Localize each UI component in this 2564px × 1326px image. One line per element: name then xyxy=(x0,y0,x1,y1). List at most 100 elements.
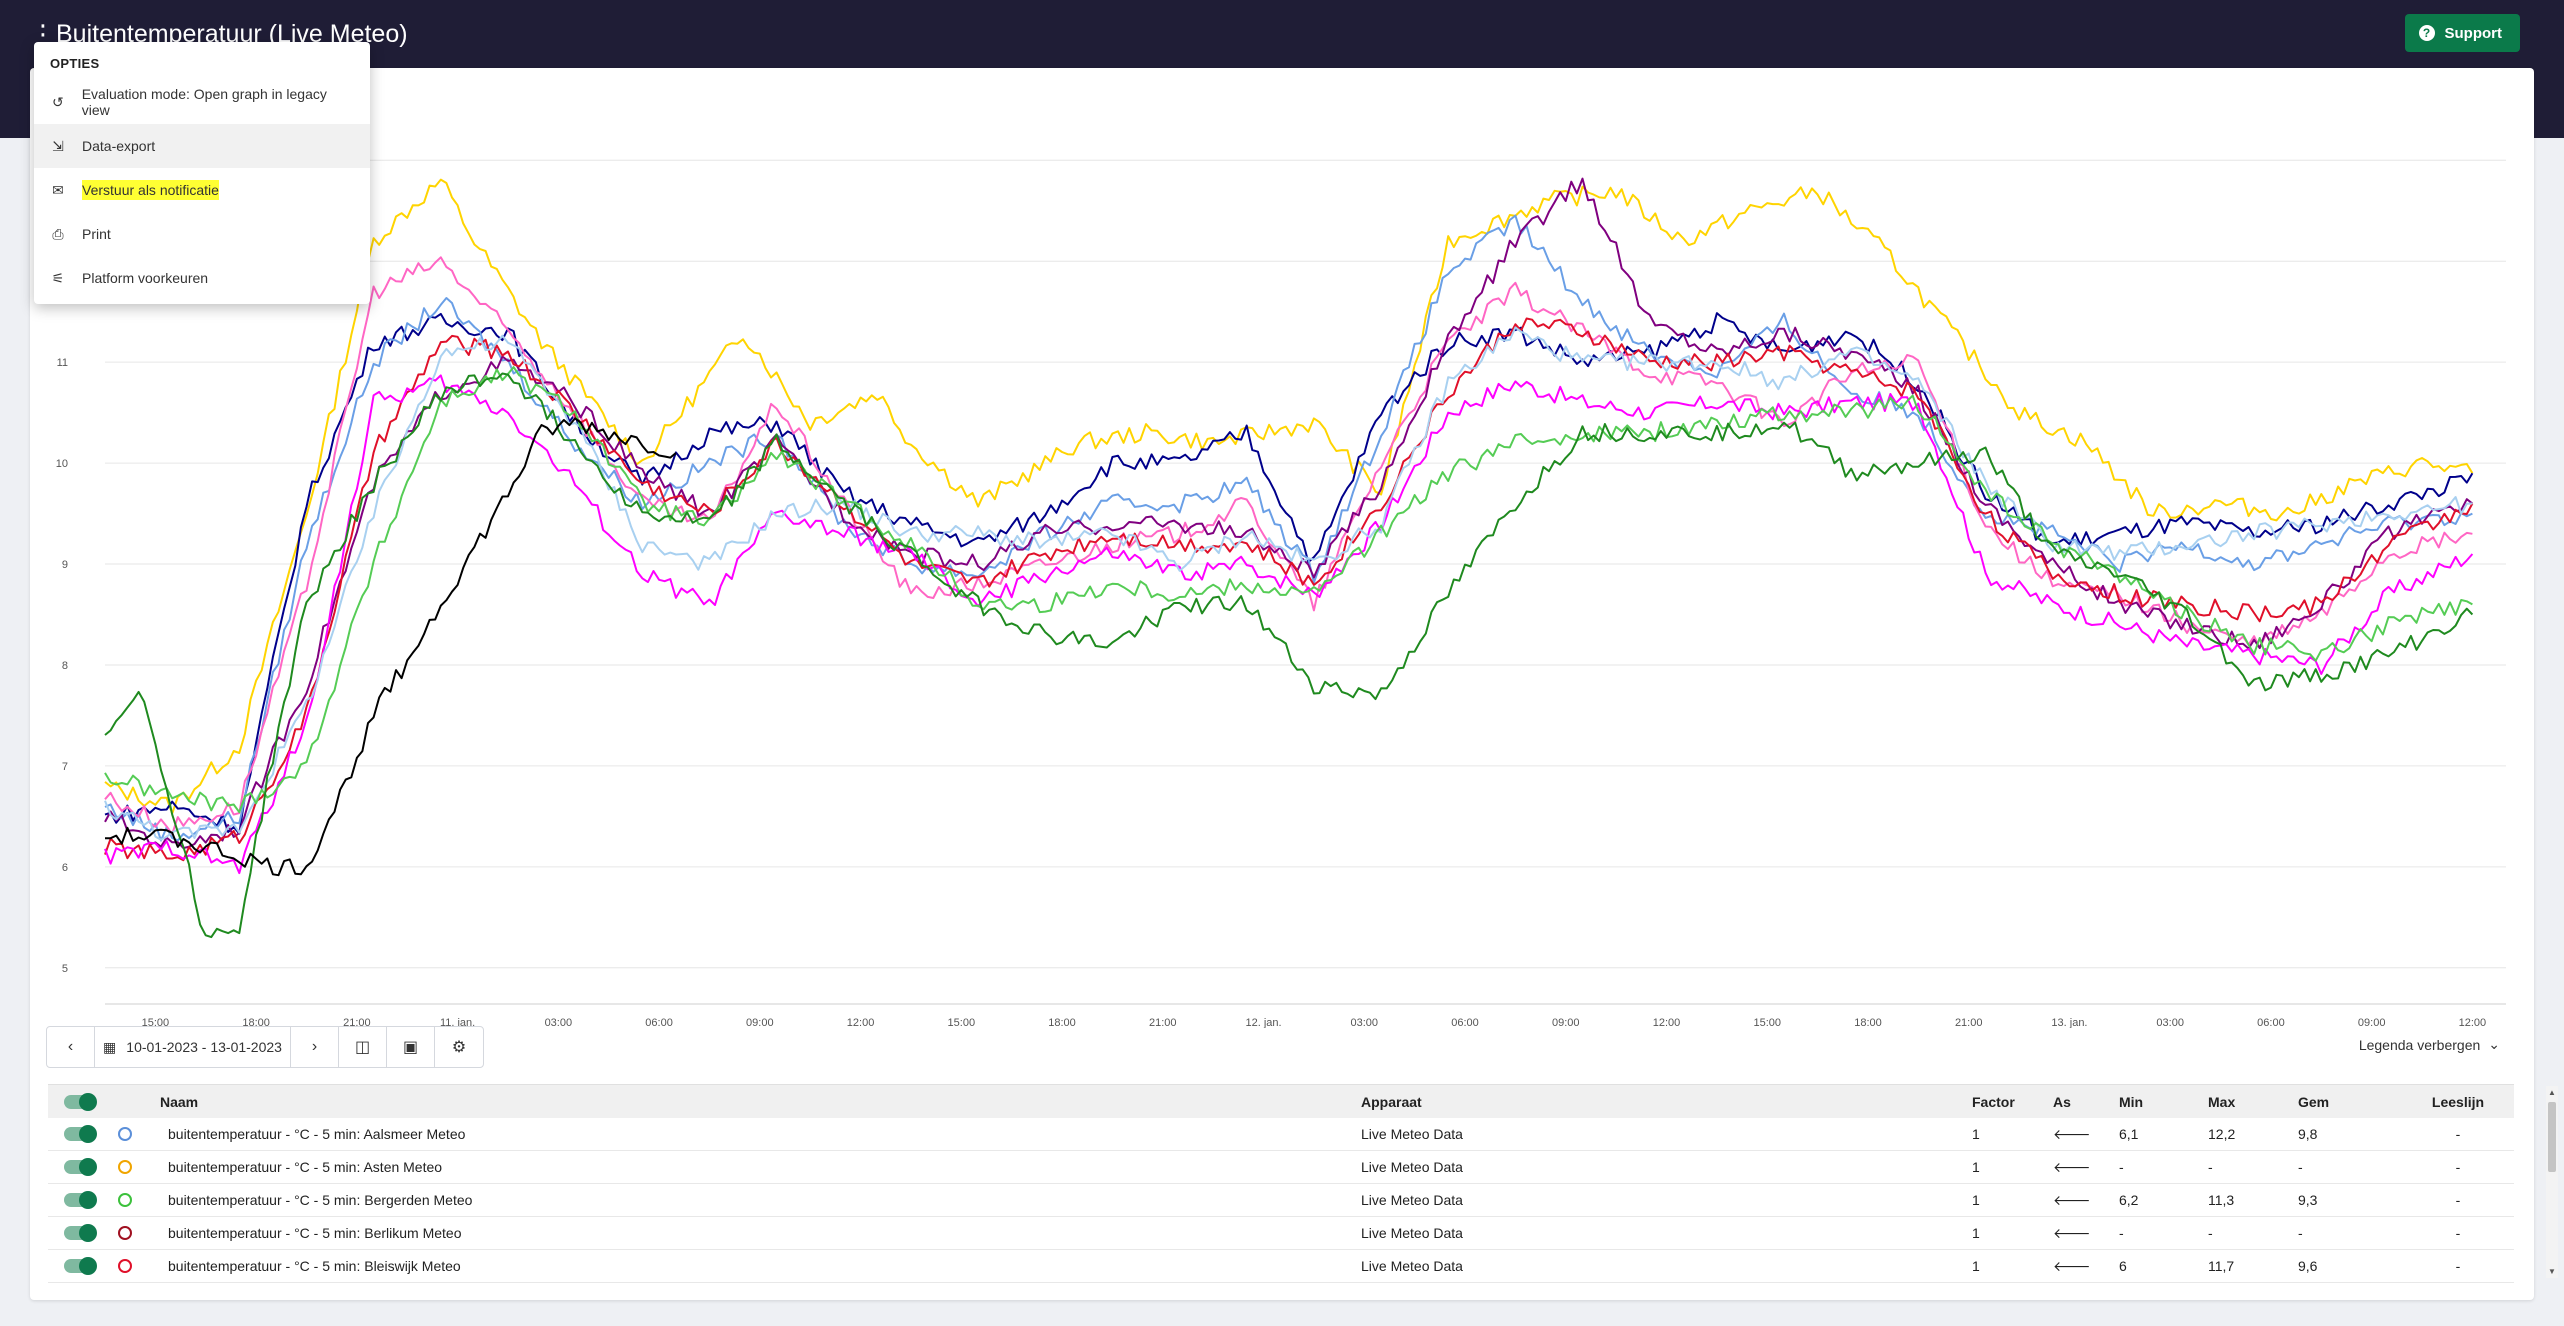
support-button[interactable]: ? Support xyxy=(2404,14,2520,52)
series-color-indicator[interactable] xyxy=(118,1193,140,1207)
annotation-button[interactable]: ◫ xyxy=(339,1027,387,1067)
toggle-switch[interactable] xyxy=(64,1257,97,1275)
header-device[interactable]: Apparaat xyxy=(1361,1093,1422,1110)
table-row[interactable]: buitentemperatuur - °C - 5 min: Bleiswij… xyxy=(48,1250,2514,1283)
history-icon: ↺ xyxy=(51,93,64,110)
table-row[interactable]: buitentemperatuur - °C - 5 min: Bergerde… xyxy=(48,1184,2514,1217)
next-period-button[interactable]: › xyxy=(291,1027,339,1067)
series-readline[interactable]: - xyxy=(2455,1258,2461,1274)
series-color-indicator[interactable] xyxy=(118,1259,140,1273)
series-readline[interactable]: - xyxy=(2455,1192,2461,1208)
table-body: buitentemperatuur - °C - 5 min: Aalsmeer… xyxy=(48,1118,2514,1283)
series-visibility-toggle[interactable] xyxy=(48,1257,118,1275)
table-scrollbar[interactable]: ▲ ▼ xyxy=(2546,1086,2558,1278)
tune-icon: ⚟ xyxy=(51,269,65,286)
series-visibility-toggle[interactable] xyxy=(48,1224,118,1242)
series-factor[interactable]: 1 xyxy=(1972,1159,1980,1175)
header-max[interactable]: Max xyxy=(2208,1093,2236,1110)
header-factor[interactable]: Factor xyxy=(1972,1093,2015,1110)
series-axis[interactable]: 🡐 xyxy=(2053,1257,2091,1274)
scroll-thumb[interactable] xyxy=(2548,1102,2556,1172)
menu-item-preferences[interactable]: ⚟ Platform voorkeuren xyxy=(34,256,370,300)
scroll-down-icon[interactable]: ▼ xyxy=(2548,1267,2556,1276)
y-tick-label: 11 xyxy=(57,357,68,369)
table-row[interactable]: buitentemperatuur - °C - 5 min: Berlikum… xyxy=(48,1217,2514,1250)
menu-item-label: Evaluation mode: Open graph in legacy vi… xyxy=(81,86,327,118)
x-tick-label: 18:00 xyxy=(242,1017,270,1028)
series-line xyxy=(104,372,2474,939)
toggle-switch[interactable] xyxy=(64,1125,97,1143)
series-axis[interactable]: 🡐 xyxy=(2053,1224,2091,1241)
header-toggle[interactable] xyxy=(48,1092,118,1111)
color-ring-icon[interactable] xyxy=(118,1160,132,1174)
series-factor[interactable]: 1 xyxy=(1972,1126,1980,1142)
header-avg[interactable]: Gem xyxy=(2298,1093,2330,1110)
series-color-indicator[interactable] xyxy=(118,1226,140,1240)
series-readline[interactable]: - xyxy=(2455,1126,2461,1142)
scroll-up-icon[interactable]: ▲ xyxy=(2548,1088,2556,1097)
menu-item-print[interactable]: ⎙ Print xyxy=(34,212,370,256)
x-tick-label: 09:00 xyxy=(746,1017,774,1028)
series-factor[interactable]: 1 xyxy=(1972,1192,1980,1208)
temperature-chart: 5 6 7 8 9 10 11 15:00 18:00 21:00 11. jan. 03:00 06:… xyxy=(56,159,2506,1028)
series-line xyxy=(104,256,2473,836)
y-tick-label: 8 xyxy=(62,660,68,672)
toggle-switch[interactable] xyxy=(64,1191,97,1209)
series-factor[interactable]: 1 xyxy=(1972,1225,1980,1241)
header-name[interactable]: Naam xyxy=(160,1093,199,1110)
header-axis[interactable]: As xyxy=(2053,1093,2071,1110)
menu-item-data-export[interactable]: ⇲ Data-export xyxy=(34,124,370,168)
options-menu: OPTIES ↺ Evaluation mode: Open graph in … xyxy=(34,42,370,304)
y-tick-label: 7 xyxy=(62,761,68,773)
series-visibility-toggle[interactable] xyxy=(48,1191,118,1209)
header-readline[interactable]: Leeslijn xyxy=(2431,1093,2485,1110)
image-export-button[interactable]: ▣ xyxy=(387,1027,435,1067)
y-tick-label: 6 xyxy=(62,862,68,874)
x-tick-label: 09:00 xyxy=(2358,1017,2386,1028)
series-color-indicator[interactable] xyxy=(118,1160,140,1174)
color-ring-icon[interactable] xyxy=(118,1193,132,1207)
menu-item-label: Platform voorkeuren xyxy=(82,270,209,286)
table-row[interactable]: buitentemperatuur - °C - 5 min: Aalsmeer… xyxy=(48,1118,2514,1151)
header-min[interactable]: Min xyxy=(2119,1093,2144,1110)
series-axis[interactable]: 🡐 xyxy=(2053,1191,2091,1208)
series-line xyxy=(104,317,2474,862)
series-line xyxy=(104,177,2474,850)
x-tick-label: 12:00 xyxy=(1653,1017,1681,1028)
color-ring-icon[interactable] xyxy=(118,1259,132,1273)
series-factor[interactable]: 1 xyxy=(1972,1258,1980,1274)
settings-button[interactable]: ⚙ xyxy=(435,1027,483,1067)
series-min: 6,2 xyxy=(2119,1192,2139,1208)
toggle-switch[interactable] xyxy=(64,1158,97,1176)
x-tick-label: 21:00 xyxy=(1149,1017,1177,1028)
x-tick-label: 03:00 xyxy=(2156,1017,2184,1028)
menu-item-label: Verstuur als notificatie xyxy=(82,180,219,200)
color-ring-icon[interactable] xyxy=(118,1226,132,1240)
legend-toggle[interactable]: Legenda verbergen ⌄ xyxy=(2359,1036,2500,1053)
series-line xyxy=(104,417,677,877)
series-visibility-toggle[interactable] xyxy=(48,1125,118,1143)
series-readline[interactable]: - xyxy=(2455,1159,2461,1175)
table-header: Naam Apparaat Factor As Min Max Gem Lees… xyxy=(48,1085,2514,1118)
toggle-all-switch[interactable] xyxy=(64,1092,97,1111)
series-axis[interactable]: 🡐 xyxy=(2053,1158,2091,1175)
series-visibility-toggle[interactable] xyxy=(48,1158,118,1176)
series-axis[interactable]: 🡐 xyxy=(2053,1125,2091,1142)
series-line xyxy=(104,214,2473,842)
menu-item-legacy-view[interactable]: ↺ Evaluation mode: Open graph in legacy … xyxy=(34,80,370,124)
series-device: Live Meteo Data xyxy=(1361,1192,1463,1208)
series-avg: - xyxy=(2298,1225,2303,1241)
menu-item-label: Print xyxy=(82,226,111,242)
series-color-indicator[interactable] xyxy=(118,1127,140,1141)
series-avg: 9,3 xyxy=(2298,1192,2318,1208)
color-ring-icon[interactable] xyxy=(118,1127,132,1141)
date-range-value: 10-01-2023 - 13-01-2023 xyxy=(126,1039,282,1055)
series-name: buitentemperatuur - °C - 5 min: Aalsmeer… xyxy=(168,1126,466,1142)
help-icon: ? xyxy=(2418,25,2435,41)
table-row[interactable]: buitentemperatuur - °C - 5 min: Asten Me… xyxy=(48,1151,2514,1184)
previous-period-button[interactable]: ‹ xyxy=(47,1027,95,1067)
toggle-switch[interactable] xyxy=(64,1224,97,1242)
series-readline[interactable]: - xyxy=(2455,1225,2461,1241)
menu-item-notification[interactable]: ✉ Verstuur als notificatie xyxy=(34,168,370,212)
date-range-picker[interactable]: ▦ 10-01-2023 - 13-01-2023 xyxy=(95,1027,291,1067)
